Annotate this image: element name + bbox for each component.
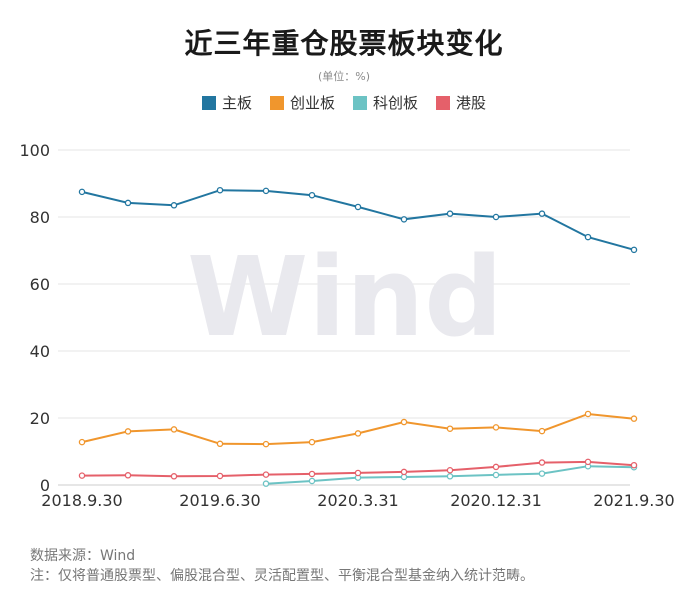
data-point[interactable] [170,202,178,209]
series-3 [78,458,638,480]
grid-lines [58,149,630,486]
legend-swatch-main-board [201,95,216,110]
data-point[interactable] [216,440,224,448]
data-point[interactable] [446,473,454,480]
data-point[interactable] [400,468,408,476]
data-point[interactable] [630,415,638,422]
series-0 [78,186,638,254]
chart-subtitle: (单位：%) [317,70,371,83]
legend-item-star-market[interactable]: 科创板 [353,92,418,113]
y-tick-label: 80 [30,208,50,227]
data-point[interactable] [308,477,316,485]
data-point[interactable] [538,470,546,477]
data-point[interactable] [584,233,592,241]
data-point[interactable] [446,210,454,217]
legend-label-star-market: 科创板 [373,94,419,112]
chart-legend: 主板 创业板 科创板 港股 [0,92,688,113]
data-point[interactable] [446,467,454,474]
data-point[interactable] [492,463,500,471]
y-tick-label: 100 [19,141,50,160]
y-tick-label: 20 [30,409,50,428]
x-tick-label: 2020.3.31 [317,491,398,510]
chart-title: 近三年重仓股票板块变化 [184,27,504,60]
legend-item-hk-stocks[interactable]: 港股 [436,92,486,113]
data-point[interactable] [584,410,592,418]
data-point[interactable] [262,440,270,448]
data-point[interactable] [630,246,638,254]
data-point[interactable] [78,472,86,479]
data-point[interactable] [400,216,408,223]
series-1 [78,410,638,448]
x-tick-label: 2019.6.30 [179,491,260,510]
data-point[interactable] [262,471,270,478]
y-axis: 0 20 40 60 80 100 [19,141,50,495]
y-tick-label: 60 [30,275,50,294]
data-point[interactable] [354,203,362,211]
legend-swatch-chinext [269,95,284,110]
x-axis: 2018.9.30 2019.6.30 2020.3.31 2020.12.31 202… [41,491,674,510]
data-point[interactable] [354,430,362,437]
data-point[interactable] [170,473,178,480]
data-point[interactable] [78,188,86,196]
x-tick-label: 2020.12.31 [450,491,542,510]
x-tick-label: 2018.9.30 [41,491,122,510]
footnote: 注：仅将普通股票型、偏股混合型、灵活配置型、平衡混合型基金纳入统计范畴。 [30,568,534,584]
data-point[interactable] [262,187,270,195]
data-point[interactable] [630,461,638,469]
data-point[interactable] [446,425,454,432]
data-point[interactable] [78,438,86,446]
x-tick-label: 2021.9.30 [593,491,674,510]
data-point[interactable] [492,471,500,479]
data-point[interactable] [308,470,316,478]
data-point[interactable] [538,210,546,217]
data-point[interactable] [354,469,362,477]
data-point[interactable] [216,186,224,194]
legend-swatch-hk-stocks [436,95,451,110]
legend-label-main-board: 主板 [221,94,252,112]
series-lines [78,186,638,487]
data-point[interactable] [538,427,546,435]
data-source-note: 数据来源：Wind [30,548,136,564]
data-point[interactable] [308,438,316,446]
data-point[interactable] [584,458,592,466]
series-line [81,412,635,446]
data-point[interactable] [308,191,316,199]
data-point[interactable] [170,426,178,433]
data-point[interactable] [400,418,408,426]
data-point[interactable] [538,459,546,466]
legend-label-hk-stocks: 港股 [456,94,487,112]
data-point[interactable] [124,472,132,479]
legend-swatch-star-market [353,95,367,110]
y-tick-label: 0 [40,476,50,495]
data-point[interactable] [492,424,500,431]
watermark-logo: Wind [187,233,503,361]
legend-item-main-board[interactable]: 主板 [201,92,252,113]
y-tick-label: 40 [30,342,50,361]
legend-label-chinext: 创业板 [289,94,335,112]
data-point[interactable] [124,428,132,435]
data-point[interactable] [492,213,500,221]
data-point[interactable] [124,199,132,207]
data-point[interactable] [216,472,224,480]
legend-item-chinext[interactable]: 创业板 [269,92,335,113]
data-point[interactable] [262,480,270,487]
